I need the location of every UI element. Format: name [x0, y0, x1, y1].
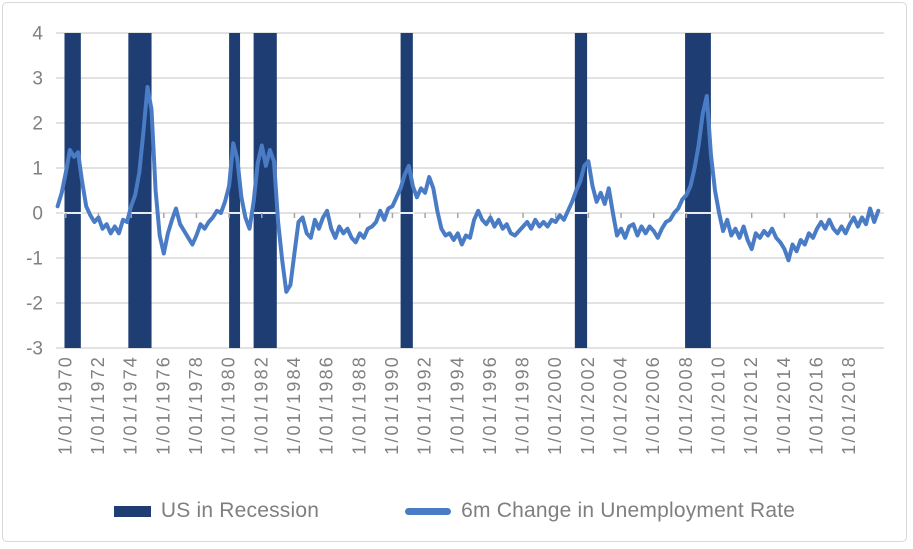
recession-bar — [128, 33, 152, 348]
x-axis-label: 1/01/2008 — [676, 355, 696, 455]
x-axis-label: 1/01/2002 — [578, 355, 598, 455]
x-axis-label: 1/01/2018 — [839, 355, 859, 455]
x-axis-label: 1/01/1976 — [153, 355, 173, 455]
unemployment-line — [55, 85, 881, 294]
legend-label-unemployment: 6m Change in Unemployment Rate — [461, 499, 796, 522]
y-axis-label: 2 — [32, 114, 43, 135]
recession-bars — [64, 33, 711, 348]
recession-bar — [574, 33, 588, 348]
recession-bar — [400, 33, 413, 348]
x-axis-label: 1/01/1994 — [447, 355, 467, 455]
gridlines — [56, 32, 884, 349]
y-axis-labels: 4 3 2 1 0 -1 -2 -3 — [26, 24, 43, 360]
x-axis-label: 1/01/2012 — [741, 355, 761, 455]
y-axis-label: 3 — [32, 69, 43, 90]
recession-bar — [229, 33, 241, 348]
y-axis-label: -1 — [26, 249, 43, 270]
x-axis-label: 1/01/1988 — [349, 355, 369, 455]
x-axis-label: 1/01/2014 — [774, 355, 794, 455]
y-axis-label: 4 — [32, 24, 43, 45]
recession-swatch — [113, 505, 151, 517]
chart-card: 4 3 2 1 0 -1 -2 -3 1/01/1970 1/01/1972 1/01/1974 1/… — [2, 2, 907, 542]
x-axis-label: 1/01/1970 — [55, 355, 75, 455]
x-axis-label: 1/01/1996 — [480, 355, 500, 455]
x-axis-label: 1/01/2010 — [709, 355, 729, 455]
y-axis-label: -3 — [26, 339, 43, 360]
x-axis-label: 1/01/1986 — [317, 355, 337, 455]
x-axis-label: 1/01/2016 — [807, 355, 827, 455]
x-axis-label: 1/01/1982 — [251, 355, 271, 455]
x-axis-label: 1/01/1990 — [382, 355, 402, 455]
x-axis-label: 1/01/2000 — [545, 355, 565, 455]
x-axis-label: 1/01/2004 — [611, 355, 631, 455]
chart-legend: US in Recession 6m Change in Unemploymen… — [3, 493, 906, 529]
legend-item-recession: US in Recession — [113, 499, 320, 523]
recession-bar — [64, 33, 81, 348]
x-axis-label: 1/01/1992 — [415, 355, 435, 455]
y-axis-label: -2 — [26, 294, 43, 315]
x-axis-labels: 1/01/1970 1/01/1972 1/01/1974 1/01/1976 1/01… — [55, 355, 859, 455]
x-axis-label: 1/01/1980 — [219, 355, 239, 455]
x-axis-label: 1/01/1998 — [513, 355, 533, 455]
unemployment-line-series — [55, 85, 881, 294]
x-axis-label: 1/01/1984 — [284, 355, 304, 455]
recession-bar — [253, 33, 277, 348]
legend-item-unemployment: 6m Change in Unemployment Rate — [405, 499, 795, 523]
line-swatch — [405, 507, 452, 515]
x-axis-label: 1/01/1978 — [186, 355, 206, 455]
y-axis-label: 0 — [32, 204, 43, 225]
legend-label-recession: US in Recession — [160, 499, 320, 522]
x-axis-label: 1/01/1974 — [121, 355, 141, 455]
y-axis-label: 1 — [32, 159, 43, 180]
x-axis-label: 1/01/1972 — [88, 355, 108, 455]
x-axis-label: 1/01/2006 — [643, 355, 663, 455]
